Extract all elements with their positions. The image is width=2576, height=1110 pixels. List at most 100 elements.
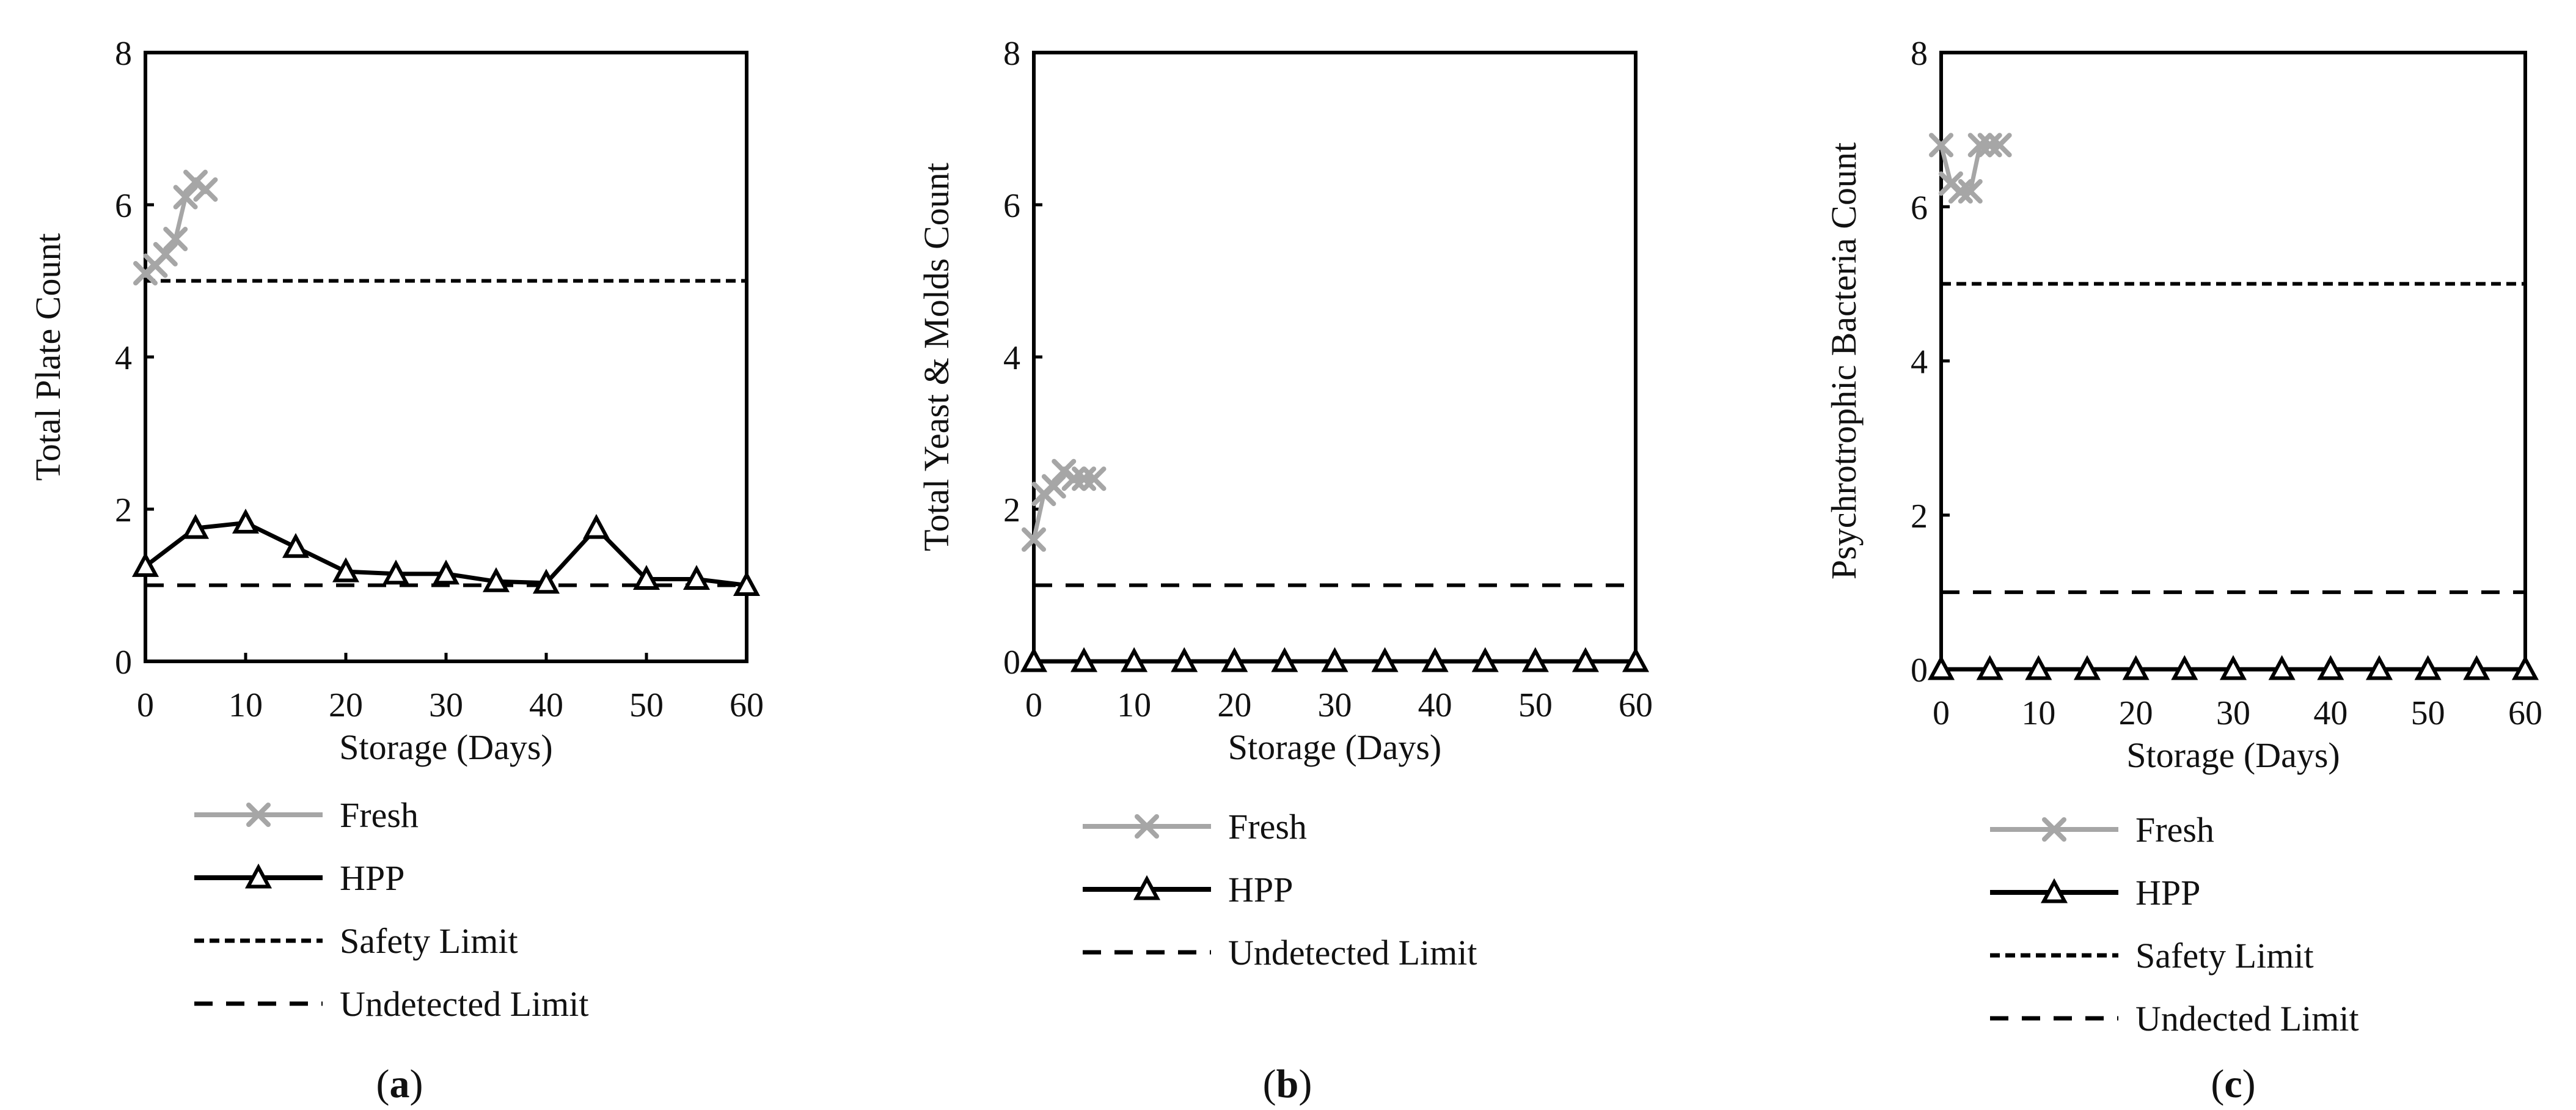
x-tick-label: 40 (529, 686, 563, 724)
y-tick-label: 0 (1911, 652, 1928, 689)
legend-label: Undected Limit (2135, 999, 2359, 1038)
legend-label: Fresh (340, 795, 419, 835)
x-tick-label: 30 (2216, 694, 2250, 732)
y-tick-label: 8 (1003, 35, 1020, 73)
data-point (1371, 647, 1399, 672)
data-point (2317, 655, 2344, 680)
series-hpp (131, 509, 761, 596)
panel-caption: (c) (2211, 1062, 2255, 1106)
y-tick-label: 8 (115, 35, 132, 73)
x-tick-label: 10 (229, 686, 263, 724)
data-point (2268, 655, 2296, 680)
data-point (2463, 655, 2490, 680)
legend-item: HPP (1083, 870, 1293, 910)
data-point (632, 565, 660, 590)
x-tick-label: 30 (429, 686, 463, 724)
x-axis-label: Storage (Days) (339, 727, 553, 767)
panel-c: 0 2 4 6 8 0 10 20 30 40 50 60 Storage (Days) Psychrot… (1824, 35, 2542, 1106)
y-tick-label: 0 (1003, 644, 1020, 682)
data-point (1020, 647, 1048, 672)
data-point (2025, 655, 2052, 680)
data-point (1321, 647, 1348, 672)
caption-open-paren: ( (1263, 1062, 1276, 1106)
y-tick-label: 6 (1003, 187, 1020, 225)
y-tick-label: 0 (115, 644, 132, 682)
y-axis-label: Total Plate Count (28, 233, 68, 480)
series-fresh (1022, 458, 1107, 552)
data-point (2511, 655, 2539, 680)
legend: Fresh HPP Undetected Limit (1083, 807, 1477, 972)
x-tick-label: 0 (1933, 694, 1950, 732)
x-tick-label: 20 (2119, 694, 2153, 732)
y-tick-label: 2 (115, 491, 132, 529)
data-point (2219, 655, 2247, 680)
data-point (382, 559, 410, 585)
data-point-b (1041, 474, 1066, 499)
legend-item: HPP (1990, 873, 2200, 913)
legend-item: HPP (194, 858, 404, 898)
data-point-b (1081, 466, 1107, 491)
y-tick-label: 4 (115, 339, 132, 377)
legend-item: Fresh (1990, 810, 2214, 850)
x-tick-label: 40 (1418, 686, 1452, 724)
x-tick-label: 20 (329, 686, 363, 724)
legend-label: Fresh (2135, 810, 2214, 850)
x-tick-label: 20 (1217, 686, 1251, 724)
legend-item: Fresh (194, 795, 419, 835)
data-point-b (163, 227, 188, 252)
series-hpp (1927, 655, 2539, 680)
x-tick-label: 60 (2508, 694, 2542, 732)
data-point (1927, 655, 1955, 680)
y-tick-label: 4 (1911, 344, 1928, 381)
y-tick-label: 8 (1911, 35, 1928, 73)
plot-frame (1032, 51, 1637, 663)
data-point-b (1958, 179, 1983, 204)
data-point (1070, 647, 1098, 672)
caption-open-paren: ( (2211, 1062, 2224, 1106)
legend-item: Fresh (1083, 807, 1307, 847)
data-point (1421, 647, 1449, 672)
data-point (1572, 647, 1599, 672)
data-point (1521, 647, 1549, 672)
legend: Fresh HPP Safety Limit Undetected Limit (194, 795, 588, 1024)
series-fresh (133, 169, 218, 286)
caption-close-paren: ) (2242, 1062, 2256, 1106)
x-axis-label: Storage (Days) (1228, 727, 1442, 767)
data-point (1171, 647, 1198, 672)
legend-item: Undected Limit (1990, 999, 2359, 1038)
legend-swatch-marker (244, 863, 273, 889)
data-point (733, 571, 761, 596)
data-point (282, 532, 310, 558)
data-point (682, 565, 711, 590)
y-axis-label: Psychrotrophic Bacteria Count (1824, 142, 1864, 579)
y-axis-label: Total Yeast & Molds Count (917, 163, 956, 551)
data-point-b (1929, 133, 1953, 158)
legend-label: Fresh (1228, 807, 1307, 847)
x-tick-label: 10 (1117, 686, 1151, 724)
series-hpp (1020, 647, 1650, 672)
panel-caption: (b) (1263, 1062, 1312, 1106)
data-point-b (153, 241, 178, 266)
legend-label: Safety Limit (340, 921, 518, 961)
y-tick-label: 6 (115, 187, 132, 225)
data-point (2122, 655, 2150, 680)
caption-letter: b (1276, 1062, 1299, 1106)
legend-swatch-marker (1133, 875, 1161, 900)
x-tick-label: 0 (137, 686, 154, 724)
y-tick-label: 6 (1911, 189, 1928, 227)
data-point (1622, 647, 1650, 672)
legend-label: Safety Limit (2135, 936, 2314, 976)
legend-item: Safety Limit (194, 921, 518, 961)
legend-swatch-marker-b (2042, 817, 2066, 842)
data-point (1271, 647, 1298, 672)
y-tick-label: 2 (1911, 498, 1928, 535)
panel-a: 0 2 4 6 8 0 10 20 30 40 50 60 Storage (Days) Total Pl… (28, 35, 764, 1106)
data-point (2365, 655, 2393, 680)
legend-item: Undetected Limit (1083, 933, 1477, 972)
data-point (2073, 655, 2101, 680)
caption-close-paren: ) (1298, 1062, 1312, 1106)
data-point-b (173, 185, 198, 210)
data-point (232, 509, 260, 534)
legend: Fresh HPP Safety Limit Undected Limit (1990, 810, 2359, 1038)
